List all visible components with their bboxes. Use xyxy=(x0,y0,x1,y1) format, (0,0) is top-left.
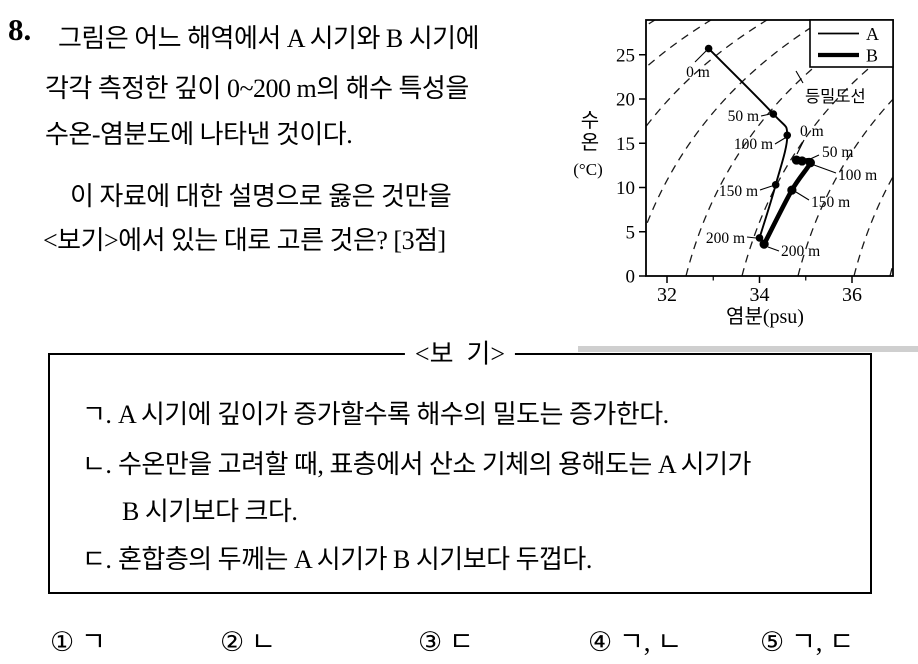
svg-text:32: 32 xyxy=(657,284,677,306)
question-text-line: 각각 측정한 깊이 0~200 m의 해수 특성을 xyxy=(45,74,469,103)
bogi-item-marker: ㄷ. xyxy=(82,545,112,574)
question-number: 8. xyxy=(8,12,32,47)
bogi-item-d: ㄷ. 혼합층의 두께는 A 시기가 B 시기보다 두껍다. xyxy=(82,539,592,576)
svg-text:100 m: 100 m xyxy=(838,167,877,184)
svg-text:(°C): (°C) xyxy=(573,160,602,179)
question-text-line: 그림은 어느 해역에서 A 시기와 B 시기에 xyxy=(58,24,479,53)
answer-choice-1[interactable]: ① ㄱ xyxy=(50,627,106,657)
bogi-title: <보 기> xyxy=(404,333,516,371)
bogi-item-g: ㄱ. A 시기에 깊이가 증가할수록 해수의 밀도는 증가한다. xyxy=(82,394,669,431)
series-B-points xyxy=(759,155,815,249)
svg-text:A: A xyxy=(866,24,879,44)
question-text-line: <보기>에서 있는 대로 고른 것은? [3점] xyxy=(43,226,446,255)
svg-text:10: 10 xyxy=(616,178,635,199)
svg-text:수: 수 xyxy=(581,110,599,132)
svg-text:36: 36 xyxy=(842,284,862,306)
svg-text:0: 0 xyxy=(626,267,636,288)
svg-text:0 m: 0 m xyxy=(686,64,710,81)
svg-text:200 m: 200 m xyxy=(706,230,745,247)
axis-titles: 수온 (°C) 염분(psu) xyxy=(573,110,804,328)
svg-text:100 m: 100 m xyxy=(734,136,773,153)
series-A-points xyxy=(704,44,792,242)
answer-choice-2[interactable]: ② ㄴ xyxy=(220,627,276,657)
bogi-box: <보 기> xyxy=(48,333,872,594)
bogi-item-n-cont: B 시기보다 크다. xyxy=(122,491,298,528)
ts-diagram: 0 5 10 15 20 25 32 34 36 수온 (°C) 염분(psu) 등밀도선 0 m 50 m… xyxy=(573,19,894,328)
y-axis: 0 5 10 15 20 25 xyxy=(616,45,646,288)
answer-choice-5[interactable]: ⑤ ㄱ, ㄷ xyxy=(760,627,855,657)
legend: AB xyxy=(809,19,894,68)
bogi-item-n: ㄴ. 수온만을 고려할 때, 표층에서 산소 기체의 용해도는 A 시기가 xyxy=(82,444,751,481)
svg-text:등밀도선: 등밀도선 xyxy=(805,87,866,106)
svg-text:5: 5 xyxy=(626,222,636,243)
ts-diagram-figure: 0 5 10 15 20 25 32 34 36 수 온 (°C) 염분(psu) 등밀도선 0 m 50 m… xyxy=(560,0,918,340)
question-text-line: 수온-염분도에 나타낸 것이다. xyxy=(45,120,353,149)
svg-text:50 m: 50 m xyxy=(822,144,853,161)
depth-labels: 0 m 50 m 100 m 150 m 200 m 0 m 50 m 100 m 150 m 2… xyxy=(686,50,877,260)
svg-text:15: 15 xyxy=(616,134,635,155)
question-text-line: 이 자료에 대한 설명으로 옳은 것만을 xyxy=(70,182,452,211)
bogi-item-marker: ㄱ. xyxy=(82,400,112,429)
answer-choice-3[interactable]: ③ ㄷ xyxy=(418,627,474,657)
x-axis: 32 34 36 xyxy=(657,276,862,306)
bogi-item-text: A 시기에 깊이가 증가할수록 해수의 밀도는 증가한다. xyxy=(118,400,669,429)
bogi-item-text: B 시기보다 크다. xyxy=(122,497,298,526)
svg-text:50 m: 50 m xyxy=(728,108,759,125)
svg-text:34: 34 xyxy=(750,284,770,306)
bogi-item-text: 혼합층의 두께는 A 시기가 B 시기보다 두껍다. xyxy=(118,545,592,574)
svg-text:25: 25 xyxy=(616,45,635,66)
svg-text:B: B xyxy=(866,46,878,66)
svg-text:염분(psu): 염분(psu) xyxy=(726,305,804,328)
scan-artifact-band xyxy=(578,346,918,352)
svg-text:온: 온 xyxy=(581,132,599,154)
plot-frame xyxy=(645,19,894,277)
svg-text:150 m: 150 m xyxy=(719,183,758,200)
svg-text:0 m: 0 m xyxy=(800,123,824,140)
bogi-item-marker: ㄴ. xyxy=(82,450,112,479)
svg-text:20: 20 xyxy=(616,90,635,111)
isopycnal-annotation: 등밀도선 xyxy=(795,70,866,106)
svg-text:150 m: 150 m xyxy=(811,194,850,211)
answer-choice-4[interactable]: ④ ㄱ, ㄴ xyxy=(588,627,683,657)
bogi-item-text: 수온만을 고려할 때, 표층에서 산소 기체의 용해도는 A 시기가 xyxy=(118,450,751,479)
svg-text:200 m: 200 m xyxy=(781,243,820,260)
